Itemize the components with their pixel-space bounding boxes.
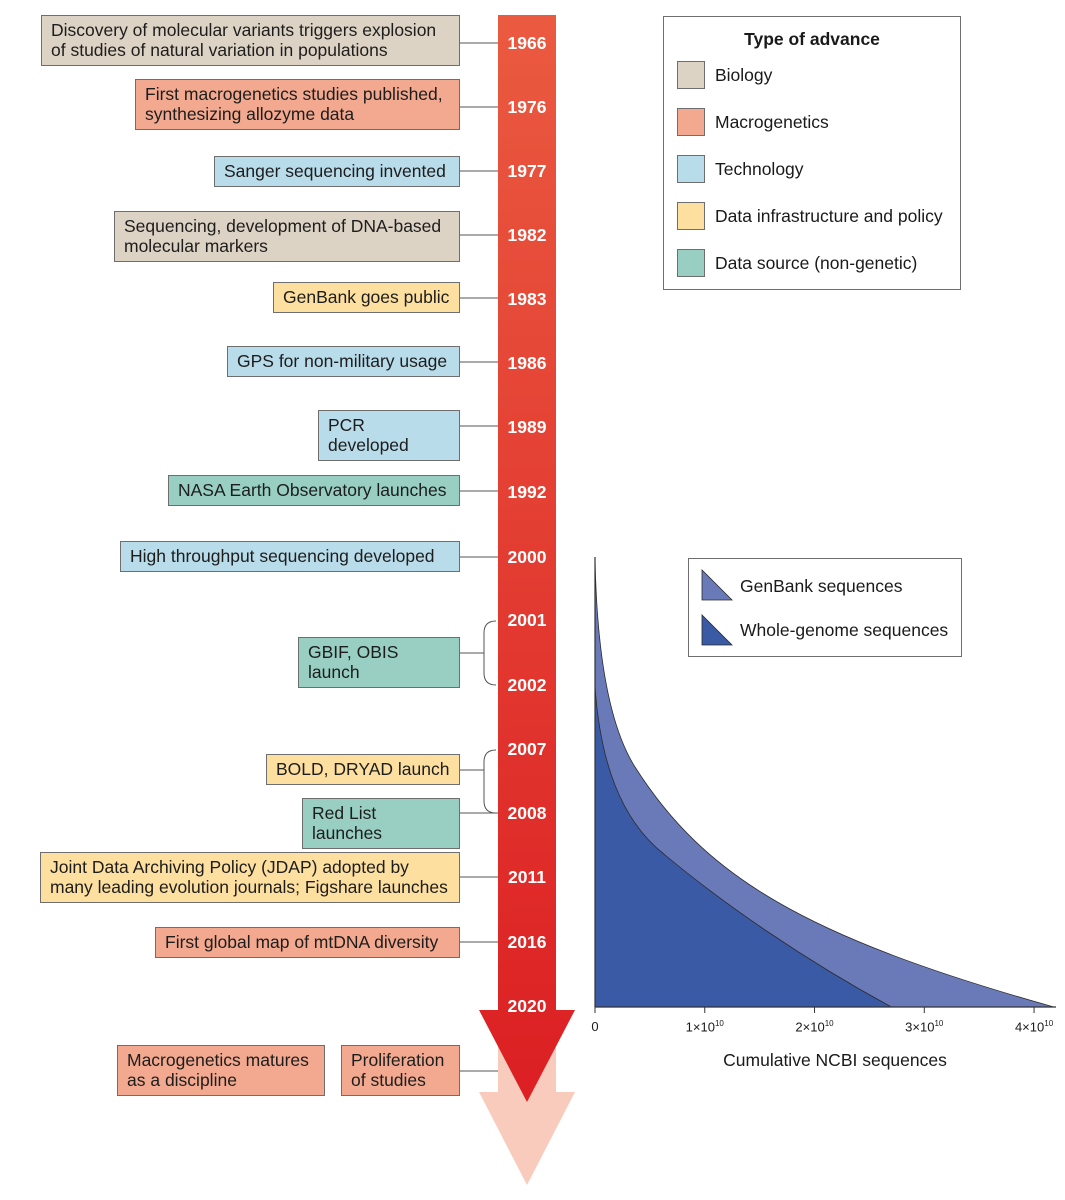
future-discipline: Macrogenetics matures as a discipline (117, 1045, 325, 1096)
year-2000: 2000 (507, 547, 547, 567)
year-1983: 1983 (507, 289, 547, 309)
legend-swatch (677, 202, 705, 230)
event-1983: GenBank goes public (273, 282, 460, 313)
year-1986: 1986 (507, 353, 547, 373)
event-2016: First global map of mtDNA diversity (155, 927, 460, 958)
year-2016: 2016 (507, 932, 547, 952)
ncbi-area-chart (594, 556, 1056, 1013)
whole-genome-legend-triangle-icon (701, 614, 733, 646)
connectors (460, 42, 498, 1072)
legend-label: Data infrastructure and policy (715, 206, 943, 226)
legend-swatch (677, 155, 705, 183)
event-1966: Discovery of molecular variants triggers… (41, 15, 460, 66)
year-1977: 1977 (507, 161, 547, 181)
year-2001: 2001 (507, 610, 547, 630)
legend-label: Macrogenetics (715, 112, 829, 132)
event-2007-2008: BOLD, DRYAD launch (266, 754, 460, 785)
event-1982: Sequencing, development of DNA-based mol… (114, 211, 460, 262)
x-tick-label: 3×1010 (905, 1019, 944, 1035)
event-1992: NASA Earth Observatory launches (168, 475, 460, 506)
event-1977: Sanger sequencing invented (214, 156, 460, 187)
x-tick-label: 2×1010 (795, 1019, 834, 1035)
x-tick-label: 1×1010 (685, 1019, 724, 1035)
event-1976: First macrogenetics studies published, s… (135, 79, 460, 130)
legend-title: Type of advance (744, 29, 880, 49)
year-1992: 1992 (507, 482, 547, 502)
timeline-arrow (479, 15, 575, 1102)
future-proliferation: Proliferation of studies (341, 1045, 460, 1096)
year-2011: 2011 (508, 867, 546, 887)
year-1966: 1966 (507, 33, 547, 53)
series-legend: GenBank sequences Whole-genome sequences (688, 558, 962, 657)
event-2008: Red List launches (302, 798, 460, 849)
series-label-whole-genome: Whole-genome sequences (740, 620, 949, 640)
year-2002: 2002 (507, 675, 547, 695)
legend-label: Technology (715, 159, 804, 179)
series-label-genbank: GenBank sequences (740, 576, 903, 596)
event-1986: GPS for non-military usage (227, 346, 460, 377)
whole-genome-area (594, 685, 892, 1008)
legend-swatch (677, 61, 705, 89)
x-tick-label: 0 (591, 1019, 599, 1034)
year-2007: 2007 (507, 739, 547, 759)
year-2008: 2008 (507, 803, 547, 823)
genbank-legend-triangle-icon (701, 569, 733, 601)
future-arrow (479, 1040, 575, 1185)
event-1989: PCR developed (318, 410, 460, 461)
year-1976: 1976 (507, 97, 547, 117)
event-2000: High throughput sequencing developed (120, 541, 460, 572)
legend-swatch (677, 249, 705, 277)
year-2020: 2020 (507, 996, 547, 1016)
legend-swatch (677, 108, 705, 136)
category-legend: Type of advance Biology Macrogenetics Te… (663, 16, 961, 290)
x-axis-label: Cumulative NCBI sequences (723, 1050, 947, 1070)
year-1989: 1989 (507, 417, 547, 437)
legend-label: Data source (non-genetic) (715, 253, 918, 273)
x-tick-label: 4×1010 (1014, 1019, 1054, 1035)
year-1982: 1982 (507, 225, 547, 245)
event-2011: Joint Data Archiving Policy (JDAP) adopt… (40, 852, 460, 903)
event-2001-2002: GBIF, OBIS launch (298, 637, 460, 688)
legend-label: Biology (715, 65, 773, 85)
